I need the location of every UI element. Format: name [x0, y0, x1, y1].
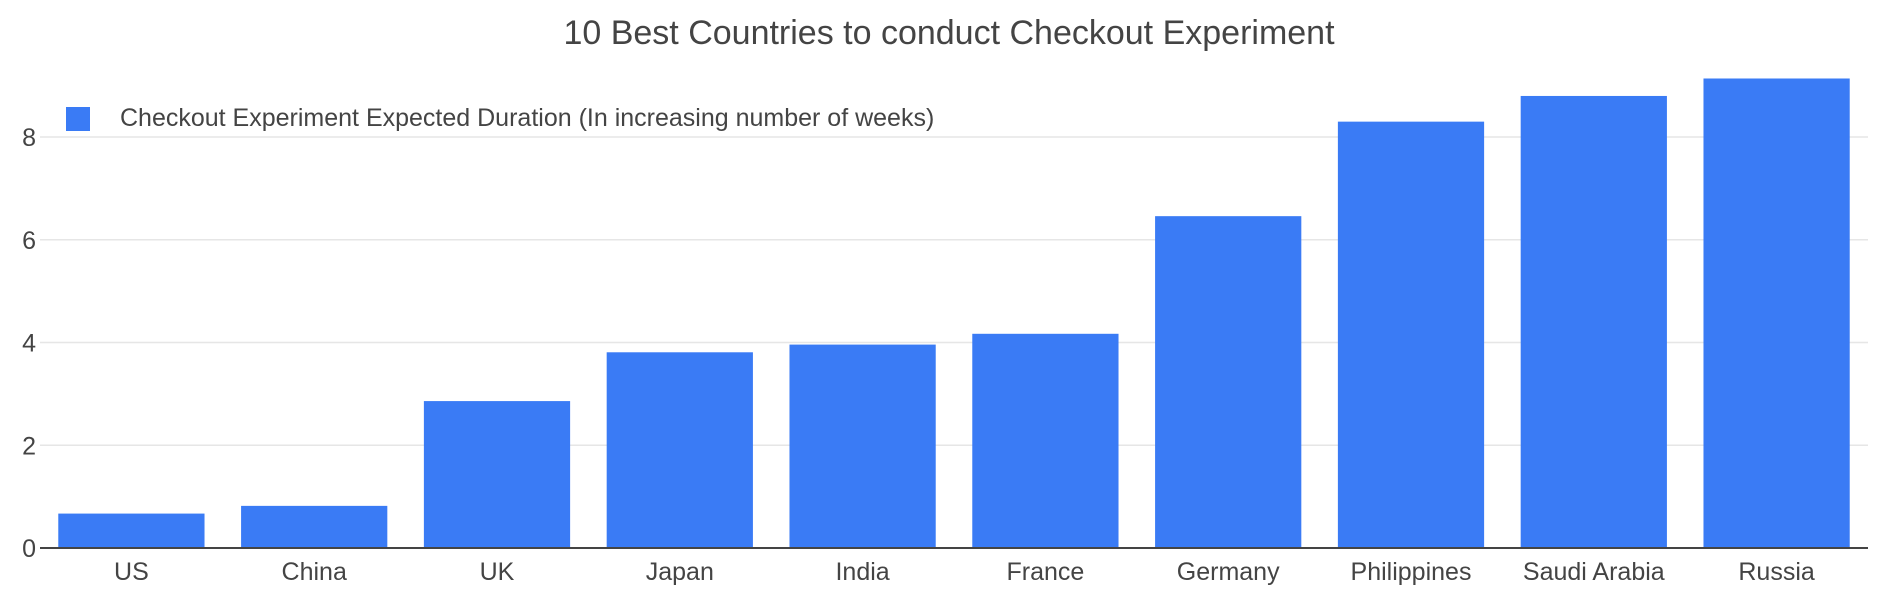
- x-tick-label: Japan: [646, 558, 714, 586]
- chart-title: 10 Best Countries to conduct Checkout Ex…: [563, 14, 1335, 52]
- x-tick-label: China: [282, 558, 347, 586]
- bar-india[interactable]: [789, 344, 936, 548]
- bar-philippines[interactable]: [1337, 121, 1485, 549]
- legend-label: Checkout Experiment Expected Duration (I…: [120, 104, 935, 132]
- bar-germany[interactable]: [1155, 216, 1302, 548]
- y-tick-label: 6: [22, 227, 36, 255]
- x-tick-label: Russia: [1738, 558, 1815, 586]
- legend[interactable]: Checkout Experiment Expected Duration (I…: [66, 104, 934, 133]
- bar-saudi-arabia[interactable]: [1520, 95, 1667, 549]
- bar-russia[interactable]: [1703, 78, 1850, 549]
- y-tick-label: 0: [22, 535, 36, 563]
- x-tick-label: Saudi Arabia: [1523, 558, 1665, 586]
- bar-japan[interactable]: [606, 352, 753, 548]
- x-tick-label: France: [1006, 558, 1084, 586]
- y-tick-label: 8: [22, 124, 36, 152]
- legend-swatch: [66, 106, 90, 131]
- bar-france[interactable]: [972, 333, 1119, 548]
- bar-uk[interactable]: [423, 401, 571, 548]
- y-tick-label: 2: [22, 432, 36, 460]
- x-tick-label: Philippines: [1351, 558, 1472, 586]
- x-tick-label: US: [114, 558, 149, 586]
- x-tick-label: India: [835, 558, 889, 586]
- y-tick-label: 4: [22, 330, 36, 358]
- x-tick-label: Germany: [1177, 558, 1280, 586]
- bar-china[interactable]: [241, 505, 388, 548]
- x-tick-label: UK: [480, 558, 515, 586]
- bar-us[interactable]: [58, 513, 205, 548]
